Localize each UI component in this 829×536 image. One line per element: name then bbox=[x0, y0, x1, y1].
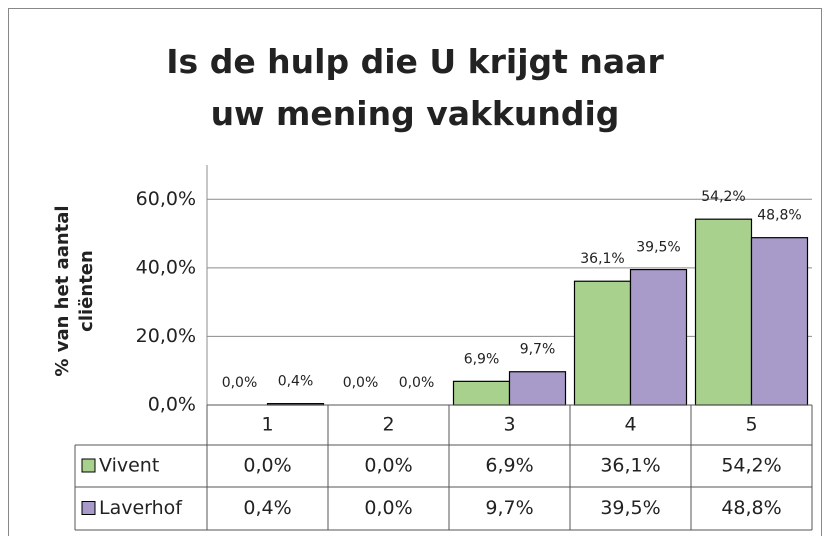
table-cell: 36,1% bbox=[600, 455, 660, 477]
data-label: 9,7% bbox=[520, 342, 556, 358]
bar bbox=[573, 280, 632, 406]
x-tick-label: 5 bbox=[745, 414, 757, 436]
table-cell: 0,4% bbox=[243, 497, 291, 519]
legend-key bbox=[81, 501, 96, 515]
data-label: 6,9% bbox=[464, 351, 500, 367]
data-label: 0,0% bbox=[399, 375, 435, 391]
legend-key bbox=[81, 458, 96, 473]
table-cell: 0,0% bbox=[364, 497, 412, 519]
x-tick-label: 2 bbox=[382, 414, 394, 436]
data-label: 39,5% bbox=[636, 240, 680, 256]
x-tick-label: 3 bbox=[503, 414, 515, 436]
table-cell: 48,8% bbox=[721, 497, 781, 519]
y-axis-label: % van het aantal cliënten bbox=[52, 205, 97, 377]
data-label: 48,8% bbox=[757, 208, 801, 224]
chart-title: Is de hulp die U krijgt naar uw mening v… bbox=[166, 42, 664, 133]
chart-border bbox=[8, 8, 822, 536]
bar bbox=[508, 371, 567, 406]
bar bbox=[694, 218, 753, 406]
x-tick-label: 4 bbox=[624, 414, 636, 436]
table-cell: 39,5% bbox=[600, 497, 660, 519]
table-cell: 0,0% bbox=[243, 455, 291, 477]
bar bbox=[750, 237, 809, 406]
table-cell: 6,9% bbox=[485, 455, 533, 477]
data-label: 0,0% bbox=[343, 375, 379, 391]
x-tick-label: 1 bbox=[261, 414, 273, 436]
data-label: 36,1% bbox=[580, 251, 624, 267]
bar bbox=[629, 268, 688, 406]
y-tick-label: 0,0% bbox=[148, 394, 196, 416]
table-cell: 54,2% bbox=[721, 455, 781, 477]
y-tick-label: 40,0% bbox=[136, 256, 196, 278]
y-tick-label: 20,0% bbox=[136, 325, 196, 347]
data-label: 0,4% bbox=[278, 374, 314, 390]
legend-label: Vivent bbox=[99, 455, 159, 477]
data-label: 54,2% bbox=[701, 189, 745, 205]
data-label: 0,0% bbox=[222, 375, 258, 391]
table-cell: 9,7% bbox=[485, 497, 533, 519]
legend-label: Laverhof bbox=[99, 497, 183, 519]
y-tick-label: 60,0% bbox=[136, 188, 196, 210]
table-cell: 0,0% bbox=[364, 455, 412, 477]
bar bbox=[452, 380, 511, 406]
